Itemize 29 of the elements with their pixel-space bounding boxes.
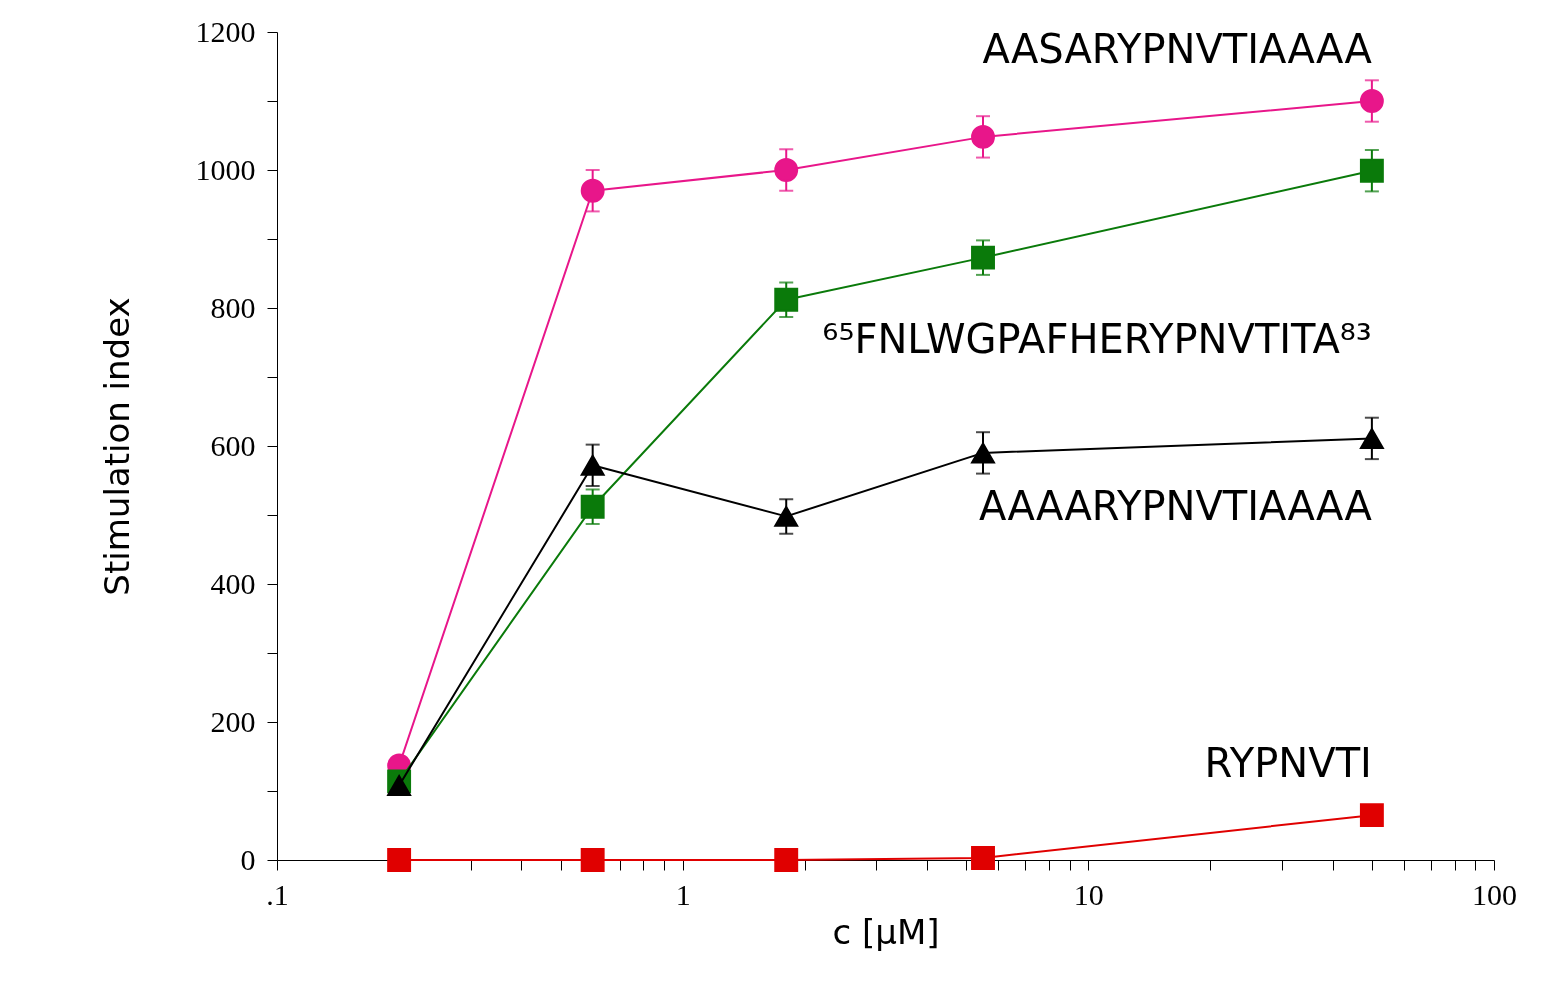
point — [580, 178, 605, 203]
y-tick-label: 1200 — [195, 14, 256, 48]
point — [774, 505, 799, 527]
point — [971, 845, 995, 870]
point — [971, 124, 995, 149]
point — [774, 287, 799, 312]
point — [774, 158, 799, 182]
y-tick-label: 400 — [210, 566, 256, 600]
y-tick-label: 1000 — [195, 152, 256, 186]
y-axis-title: Stimulation index — [96, 297, 137, 596]
point — [580, 494, 605, 519]
point — [774, 848, 799, 872]
point — [971, 442, 995, 464]
series-label: AASARYPNVTIAAAA — [982, 26, 1373, 72]
x-axis-title: c [μM] — [832, 911, 940, 952]
point — [971, 245, 995, 270]
point — [580, 848, 605, 872]
series-label: ⁶⁵FNLWGPAFHERYPNVTITA⁸³ — [822, 315, 1372, 362]
point — [580, 454, 605, 476]
y-tick-label: 0 — [240, 842, 256, 876]
x-tick-label: 1 — [675, 877, 691, 911]
x-tick-label: 10 — [1073, 877, 1104, 911]
series-label: RYPNVTI — [1204, 740, 1372, 787]
y-tick-label: 800 — [210, 290, 256, 324]
x-tick-label: .1 — [266, 877, 289, 911]
x-tick-label: 100 — [1472, 877, 1517, 911]
series-label: AAAARYPNVTIAAAA — [978, 483, 1373, 530]
y-tick-label: 600 — [210, 428, 256, 462]
y-tick-label: 200 — [210, 704, 256, 738]
